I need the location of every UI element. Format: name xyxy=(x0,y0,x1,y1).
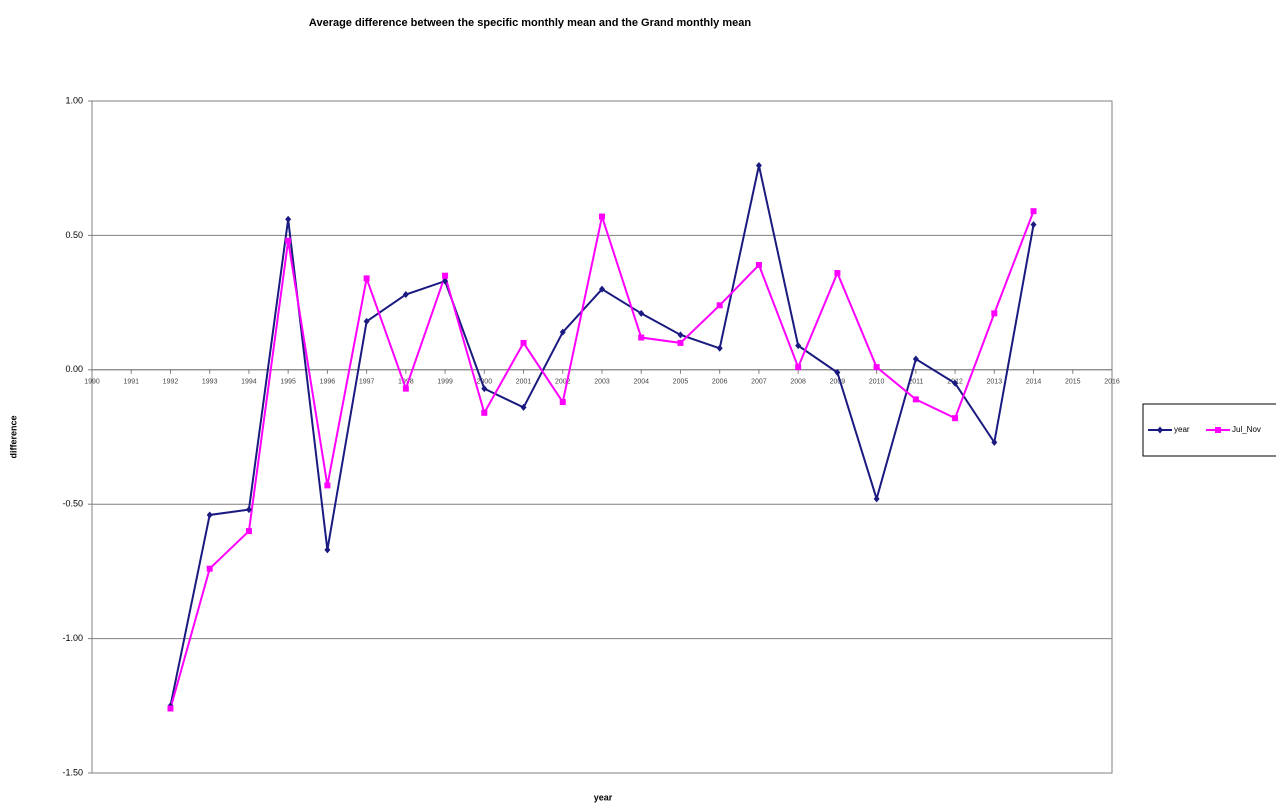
marker xyxy=(167,705,174,712)
x-tick-label: 1993 xyxy=(202,379,218,386)
marker xyxy=(755,162,762,170)
marker xyxy=(834,368,841,376)
x-tick-label: 2005 xyxy=(673,379,689,386)
marker xyxy=(363,317,370,325)
marker xyxy=(402,291,409,299)
marker xyxy=(755,261,762,268)
marker xyxy=(1030,208,1037,215)
marker xyxy=(1030,221,1037,229)
marker xyxy=(402,385,409,392)
y-tick-label: 1.00 xyxy=(65,95,83,105)
marker xyxy=(363,275,370,282)
marker xyxy=(442,277,449,285)
marker xyxy=(245,506,252,514)
marker xyxy=(873,495,880,503)
y-tick-label: -1.00 xyxy=(62,633,83,643)
marker xyxy=(442,272,449,279)
x-tick-label: 1991 xyxy=(123,379,139,386)
x-tick-label: 2003 xyxy=(594,379,610,386)
legend: year Jul_Nov xyxy=(1142,403,1276,457)
y-tick-label: 0.00 xyxy=(65,364,83,374)
marker xyxy=(206,565,213,572)
x-tick-label: 1994 xyxy=(241,379,257,386)
marker xyxy=(638,309,645,317)
legend-label: Jul_Nov xyxy=(1232,425,1261,434)
x-tick-label: 2001 xyxy=(516,379,532,386)
legend-label: year xyxy=(1174,425,1190,434)
marker xyxy=(285,215,292,223)
marker xyxy=(245,528,252,535)
x-tick-label: 1999 xyxy=(437,379,453,386)
marker xyxy=(206,511,213,519)
x-tick-label: 2015 xyxy=(1065,379,1081,386)
marker xyxy=(481,385,488,393)
marker xyxy=(952,379,959,387)
marker xyxy=(559,328,566,336)
x-tick-label: 1996 xyxy=(320,379,336,386)
x-tick-label: 2007 xyxy=(751,379,767,386)
x-tick-label: 1997 xyxy=(359,379,375,386)
x-tick-label: 1990 xyxy=(84,379,100,386)
x-tick-label: 2011 xyxy=(908,379,923,386)
marker xyxy=(716,302,723,309)
marker xyxy=(991,438,998,446)
x-tick-label: 2004 xyxy=(633,379,649,386)
marker xyxy=(795,364,802,371)
x-tick-label: 1998 xyxy=(398,379,414,386)
marker xyxy=(834,270,841,277)
marker xyxy=(638,334,645,341)
marker xyxy=(324,546,331,554)
marker xyxy=(599,213,605,220)
x-axis-label: year xyxy=(594,792,613,802)
x-tick-label: 2000 xyxy=(477,379,493,386)
legend-marker xyxy=(1215,427,1221,433)
marker xyxy=(991,310,998,317)
x-tick-label: 2010 xyxy=(869,379,885,386)
marker xyxy=(599,285,605,293)
y-tick-label: -0.50 xyxy=(62,499,83,509)
marker xyxy=(520,339,527,346)
x-tick-label: 1992 xyxy=(163,379,179,386)
y-axis-label: difference xyxy=(8,415,18,458)
plot-area xyxy=(91,100,1113,774)
x-tick-label: 2014 xyxy=(1026,379,1042,386)
line-series xyxy=(169,165,1035,707)
marker xyxy=(481,409,488,416)
x-tick-label: 2016 xyxy=(1104,379,1120,386)
chart-title: Average difference between the specific … xyxy=(309,17,751,29)
x-tick-label: 2002 xyxy=(555,379,571,386)
marker xyxy=(559,399,566,406)
marker xyxy=(716,344,723,352)
marker xyxy=(912,396,919,403)
x-tick-label: 1995 xyxy=(280,379,296,386)
marker xyxy=(520,403,527,411)
x-tick-label: 2008 xyxy=(790,379,806,386)
y-tick-label: -1.50 xyxy=(62,767,83,777)
x-tick-label: 2009 xyxy=(830,379,846,386)
marker xyxy=(677,339,684,346)
marker xyxy=(952,415,959,422)
marker xyxy=(677,331,684,339)
marker xyxy=(912,355,919,363)
legend-marker xyxy=(1157,426,1163,434)
marker xyxy=(324,482,331,489)
x-tick-label: 2006 xyxy=(712,379,728,386)
x-tick-label: 2013 xyxy=(987,379,1003,386)
marker xyxy=(873,364,880,371)
y-tick-label: 0.50 xyxy=(65,230,83,240)
marker xyxy=(795,342,802,350)
marker xyxy=(285,237,292,244)
